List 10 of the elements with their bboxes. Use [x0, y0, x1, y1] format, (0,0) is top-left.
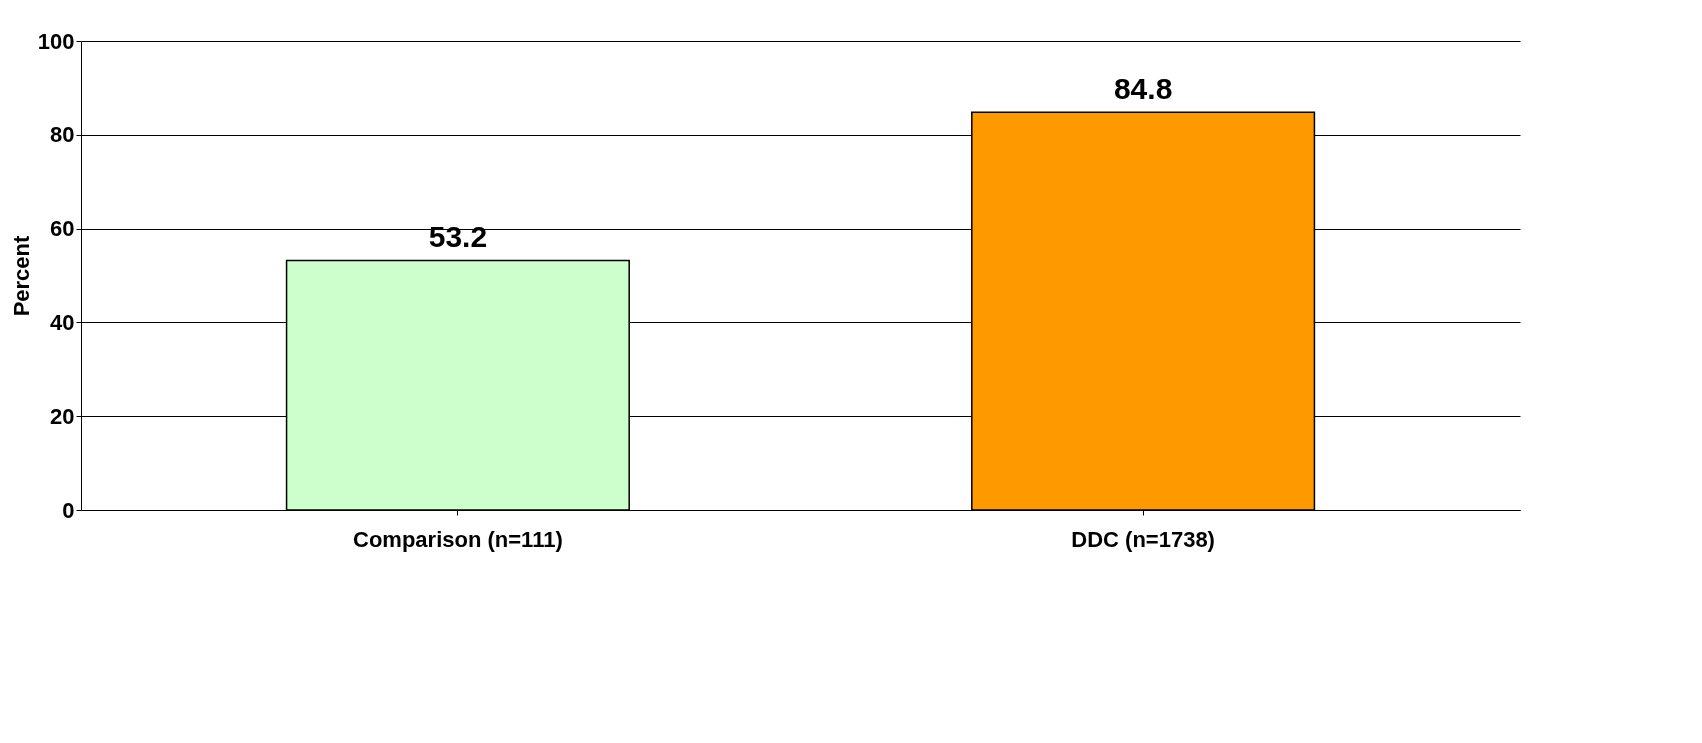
x-tick-label: DDC (n=1738) [1071, 526, 1215, 552]
y-tick-label: 60 [50, 216, 75, 242]
y-tick-label: 40 [50, 309, 75, 335]
y-axis-title: Percent [8, 234, 34, 317]
y-tick-label: 0 [62, 497, 75, 523]
x-tick-label: Comparison (n=111) [353, 526, 563, 552]
y-tick-label: 20 [50, 403, 75, 429]
data-label: 84.8 [1113, 72, 1173, 106]
y-tick-label: 80 [50, 122, 75, 148]
y-tick-label: 100 [37, 28, 75, 54]
